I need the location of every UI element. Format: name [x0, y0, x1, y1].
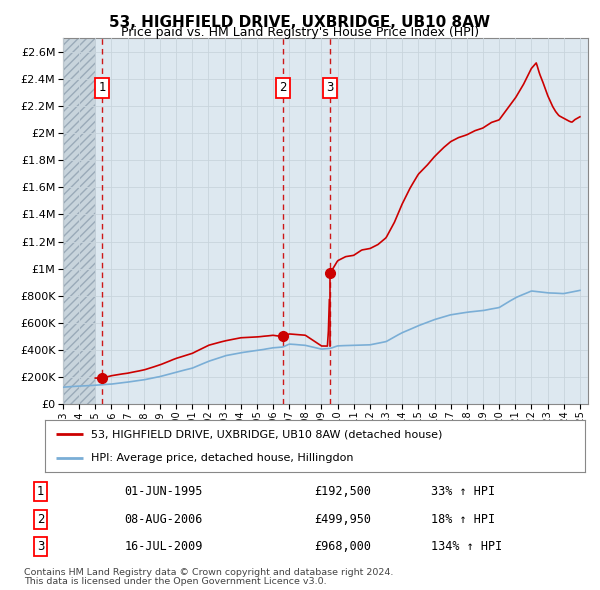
Text: 18% ↑ HPI: 18% ↑ HPI — [431, 513, 496, 526]
Text: 53, HIGHFIELD DRIVE, UXBRIDGE, UB10 8AW (detached house): 53, HIGHFIELD DRIVE, UXBRIDGE, UB10 8AW … — [91, 429, 442, 439]
Text: 3: 3 — [37, 540, 44, 553]
Text: 01-JUN-1995: 01-JUN-1995 — [124, 486, 203, 499]
Text: 2: 2 — [279, 81, 286, 94]
Text: Price paid vs. HM Land Registry's House Price Index (HPI): Price paid vs. HM Land Registry's House … — [121, 26, 479, 39]
Text: 08-AUG-2006: 08-AUG-2006 — [124, 513, 203, 526]
Text: £192,500: £192,500 — [314, 486, 371, 499]
Text: This data is licensed under the Open Government Licence v3.0.: This data is licensed under the Open Gov… — [24, 577, 326, 586]
Text: £968,000: £968,000 — [314, 540, 371, 553]
Text: 134% ↑ HPI: 134% ↑ HPI — [431, 540, 503, 553]
Text: 1: 1 — [98, 81, 106, 94]
Text: 3: 3 — [326, 81, 334, 94]
Text: HPI: Average price, detached house, Hillingdon: HPI: Average price, detached house, Hill… — [91, 453, 353, 463]
Text: Contains HM Land Registry data © Crown copyright and database right 2024.: Contains HM Land Registry data © Crown c… — [24, 568, 394, 576]
Text: 53, HIGHFIELD DRIVE, UXBRIDGE, UB10 8AW: 53, HIGHFIELD DRIVE, UXBRIDGE, UB10 8AW — [109, 15, 491, 30]
Text: 2: 2 — [37, 513, 44, 526]
Text: 1: 1 — [37, 486, 44, 499]
Text: 16-JUL-2009: 16-JUL-2009 — [124, 540, 203, 553]
Text: £499,950: £499,950 — [314, 513, 371, 526]
Text: 33% ↑ HPI: 33% ↑ HPI — [431, 486, 496, 499]
Bar — [63, 38, 95, 404]
